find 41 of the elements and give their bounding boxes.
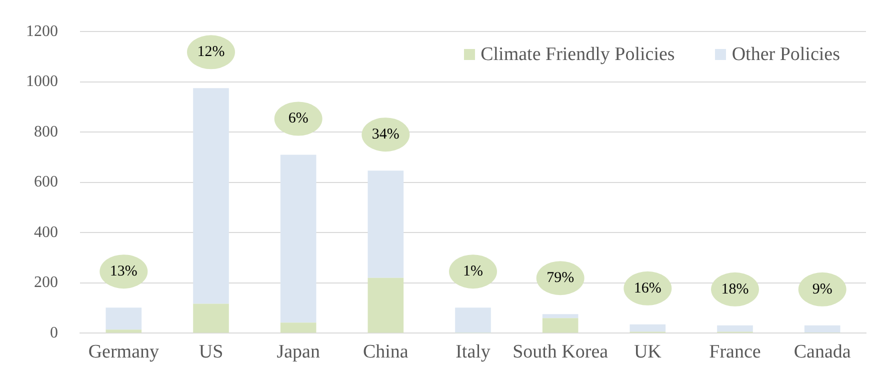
y-tick-label: 600 — [34, 174, 58, 191]
y-tick-label: 1200 — [26, 22, 58, 40]
x-tick-label: US — [198, 342, 224, 363]
bar — [193, 304, 229, 333]
x-tick-label: France — [709, 342, 761, 363]
x-tick-label: UK — [634, 342, 662, 363]
x-tick-label: Canada — [794, 342, 852, 363]
x-tick-label: Germany — [88, 342, 160, 363]
bar — [106, 308, 142, 330]
bar — [368, 278, 404, 333]
annotation: 1% — [463, 264, 483, 280]
bar — [717, 325, 753, 332]
bar — [542, 318, 578, 333]
y-tick-label: 200 — [34, 274, 58, 292]
annotation: 6% — [288, 110, 308, 127]
annotation: 18% — [721, 281, 749, 298]
annotation: 13% — [110, 264, 138, 280]
y-tick-label: 400 — [34, 224, 58, 241]
bar — [280, 154, 316, 323]
x-tick-label: South Korea — [512, 342, 609, 363]
y-tick-label: 800 — [34, 123, 58, 140]
annotation: 12% — [197, 44, 225, 60]
annotation: 16% — [634, 280, 662, 296]
legend-label: Other Policies — [732, 44, 840, 66]
x-tick-label: China — [362, 342, 409, 363]
x-tick-label: Japan — [276, 342, 320, 363]
bar — [106, 330, 142, 333]
y-tick-label: 0 — [50, 324, 58, 342]
bar — [193, 88, 229, 304]
bar — [804, 325, 840, 332]
bar — [455, 308, 491, 333]
bar — [280, 322, 316, 333]
bar — [368, 170, 404, 278]
y-tick-label: 1000 — [26, 73, 58, 90]
legend-label: Climate Friendly Policies — [480, 44, 675, 66]
annotation: 34% — [372, 126, 400, 143]
annotation: 79% — [546, 270, 574, 286]
bar — [630, 324, 666, 332]
bar — [542, 314, 578, 318]
x-tick-label: Italy — [456, 342, 491, 363]
annotation: 9% — [812, 281, 832, 298]
